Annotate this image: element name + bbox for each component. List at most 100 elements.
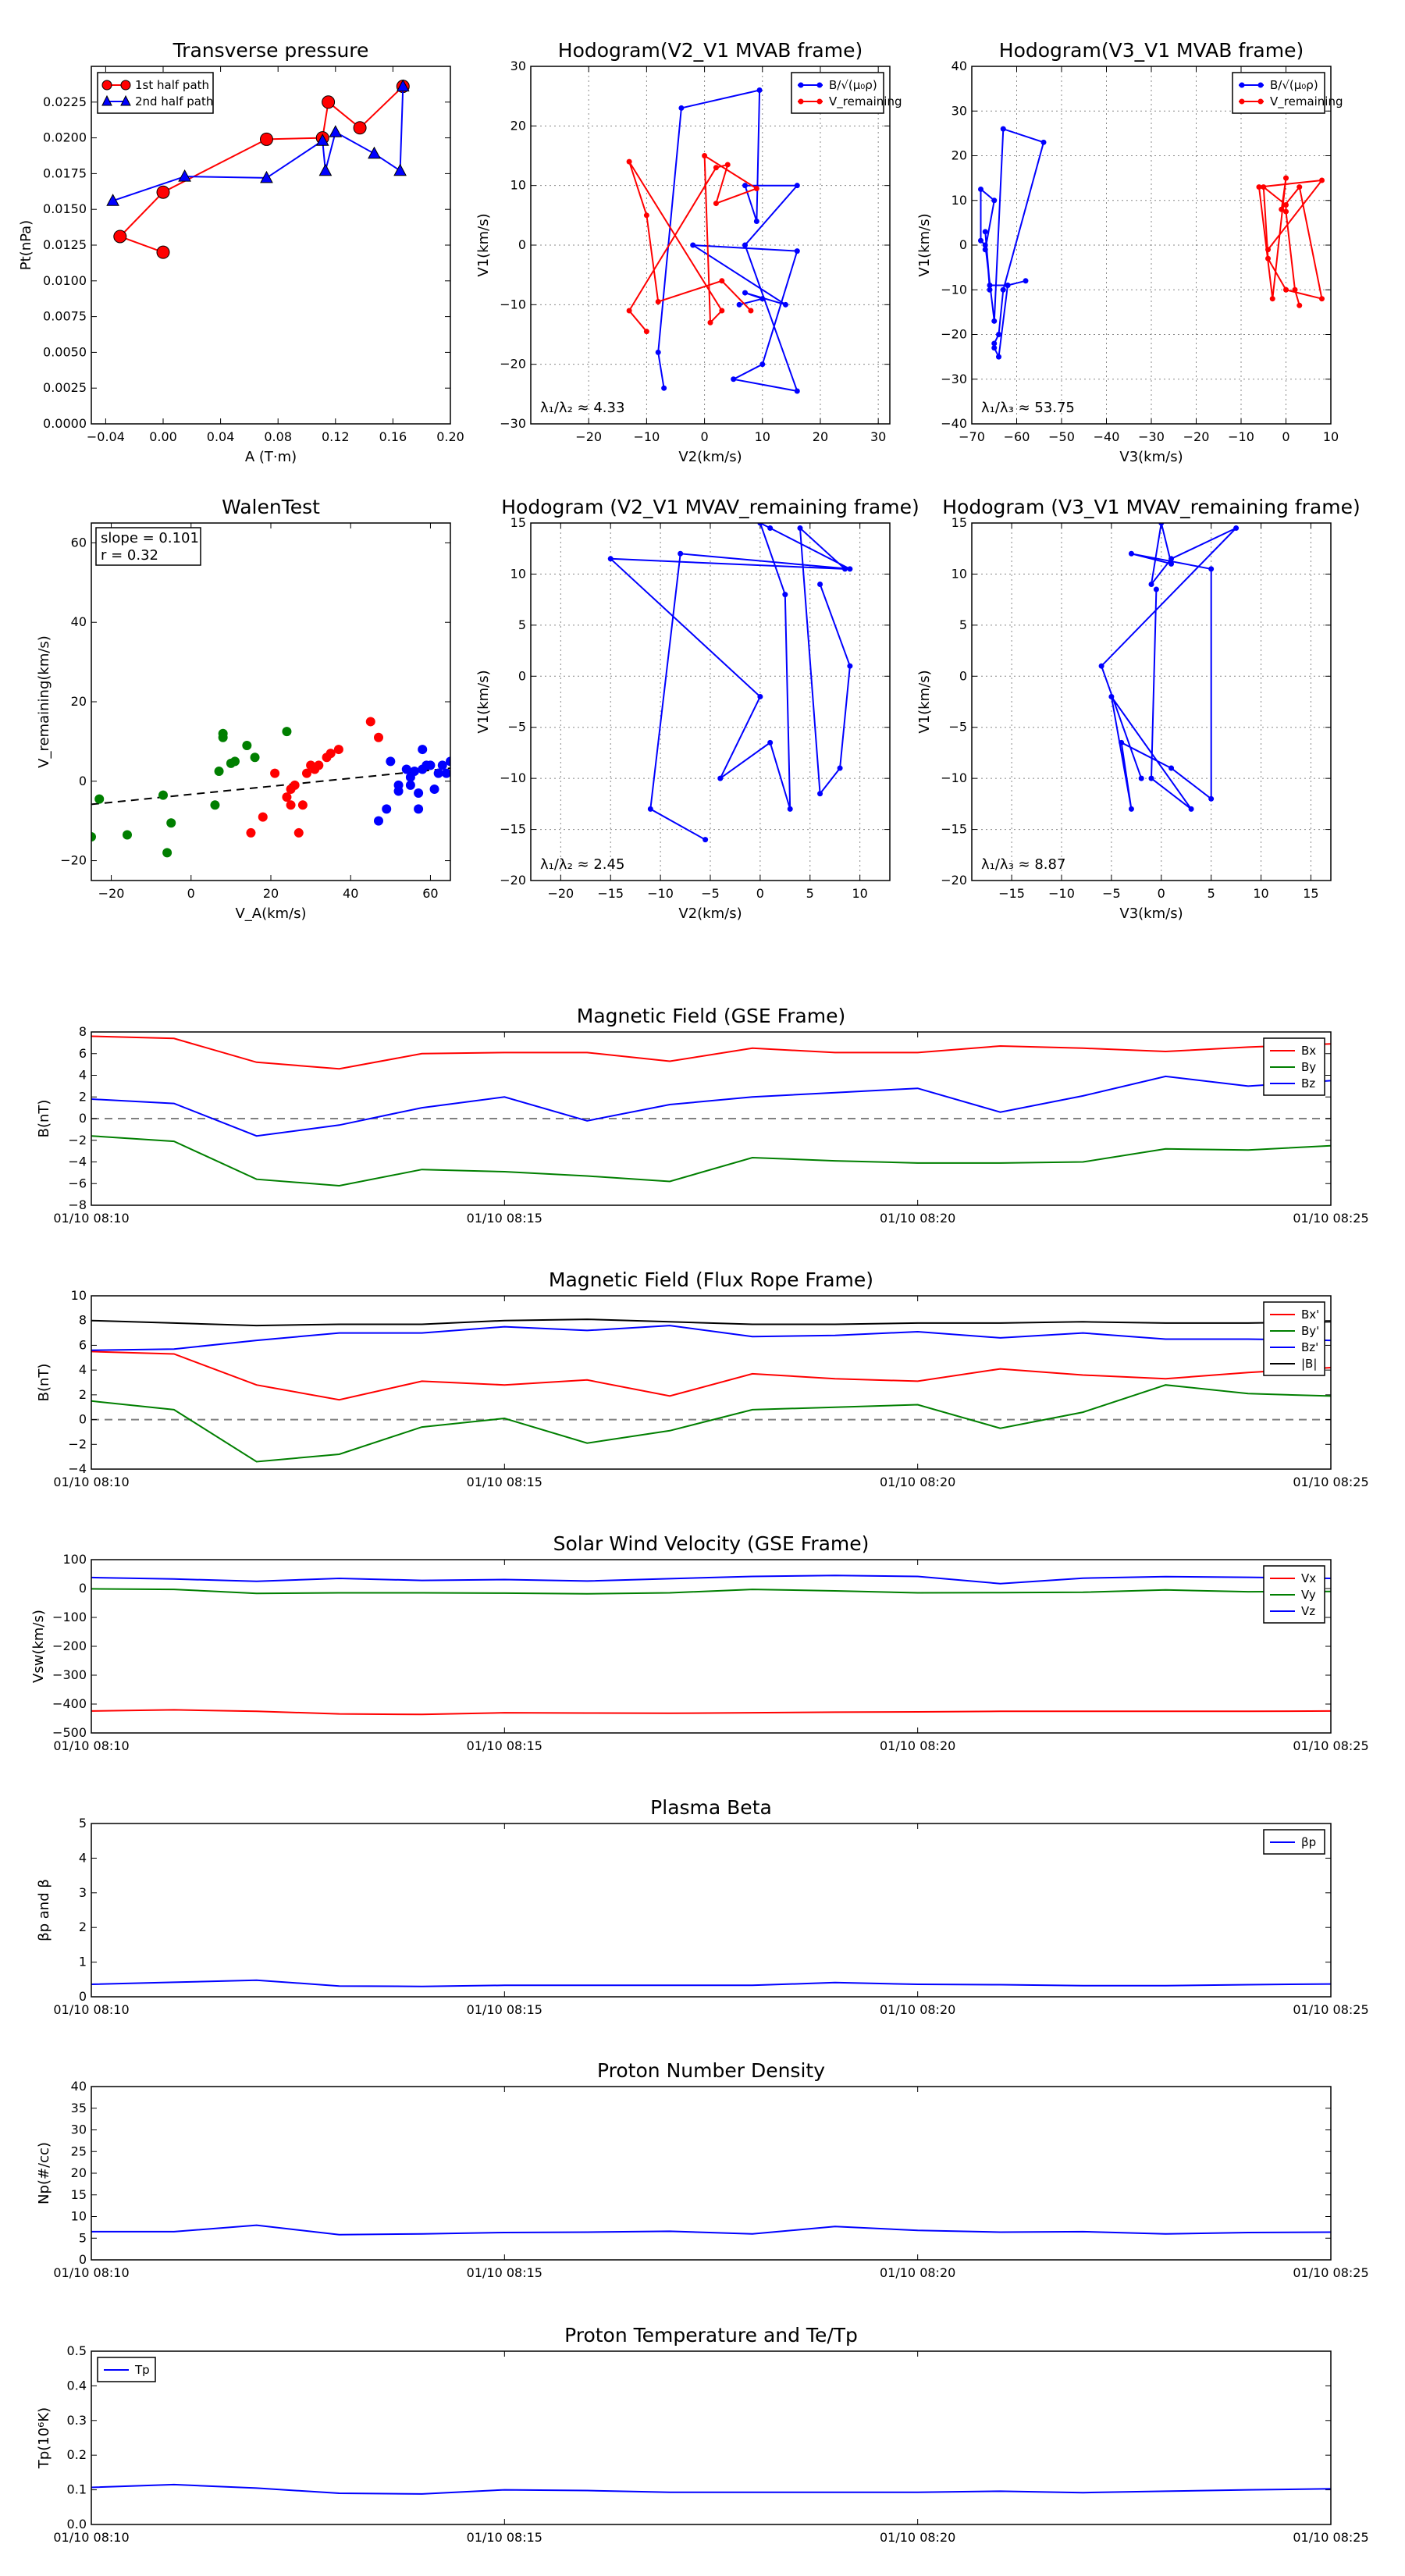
y-axis-label: βp and β xyxy=(36,1879,52,1941)
data-point xyxy=(987,286,993,293)
y-axis-label: V_remaining(km/s) xyxy=(36,635,52,768)
data-point xyxy=(719,278,725,284)
data-point xyxy=(991,345,998,351)
data-point xyxy=(393,786,404,796)
data-point xyxy=(374,732,383,742)
legend-marker xyxy=(1239,98,1245,105)
data-point xyxy=(322,95,336,109)
data-point xyxy=(302,768,311,778)
data-point xyxy=(1138,775,1144,781)
data-point xyxy=(794,388,800,394)
data-point xyxy=(982,229,988,235)
x-tick-label: −5 xyxy=(1102,886,1121,901)
y-tick-label: −10 xyxy=(941,282,967,297)
data-point xyxy=(626,308,632,314)
data-point xyxy=(210,800,220,810)
x-axis-label: V2(km/s) xyxy=(678,449,742,465)
legend-label: Vz xyxy=(1301,1604,1315,1618)
chart-title: Transverse pressure xyxy=(173,39,369,62)
data-point xyxy=(702,153,708,158)
legend-label: |B| xyxy=(1301,1357,1317,1371)
data-point xyxy=(1128,550,1134,557)
x-tick-label: 01/10 08:25 xyxy=(1293,2265,1368,2280)
x-tick-label: 01/10 08:10 xyxy=(53,1475,129,1489)
data-point xyxy=(1158,523,1165,526)
y-tick-label: 15 xyxy=(71,2187,87,2202)
x-tick-label: 20 xyxy=(263,886,279,901)
chart-title: Solar Wind Velocity (GSE Frame) xyxy=(553,1532,870,1555)
data-point xyxy=(1208,795,1215,802)
plot-area xyxy=(607,523,853,843)
data-point xyxy=(441,768,450,778)
plot-area xyxy=(978,126,1325,360)
series-line xyxy=(1100,523,1237,810)
x-tick-label: 01/10 08:20 xyxy=(880,2265,955,2280)
axis-ticks: 01/10 08:10 01/10 08:15 01/10 08:20 01/10 0… xyxy=(53,1024,1368,1226)
data-point xyxy=(1283,208,1289,215)
data-point xyxy=(242,740,252,750)
series-0 xyxy=(91,727,292,858)
series-line xyxy=(91,1384,1331,1463)
series-line xyxy=(91,2483,1331,2495)
data-point xyxy=(782,592,788,598)
y-tick-label: 10 xyxy=(510,178,526,193)
series-1 xyxy=(246,717,383,838)
x-tick-label: 30 xyxy=(870,429,886,444)
data-point xyxy=(978,186,984,192)
series-0 xyxy=(607,523,853,843)
legend: B/√(μ₀ρ) V_remaining xyxy=(1232,72,1343,114)
chart-title: Proton Number Density xyxy=(597,2059,825,2082)
data-point xyxy=(647,806,653,812)
data-point xyxy=(1188,806,1194,812)
plot-area xyxy=(91,2224,1331,2236)
x-tick-label: 40 xyxy=(343,886,358,901)
y-tick-label: 0 xyxy=(79,1581,87,1596)
y-tick-label: −15 xyxy=(500,822,526,837)
data-point xyxy=(1292,286,1298,293)
legend: Tp xyxy=(97,2357,156,2382)
x-tick-label: −50 xyxy=(1048,429,1075,444)
data-point xyxy=(270,768,280,778)
data-point xyxy=(250,753,260,763)
chart-title: Hodogram (V3_V1 MVAV_remaining frame) xyxy=(942,496,1361,518)
data-point xyxy=(230,756,240,767)
data-point xyxy=(742,242,749,248)
data-point xyxy=(1168,556,1175,562)
data-point xyxy=(717,775,724,781)
legend-marker xyxy=(816,98,823,105)
chart-title: Plasma Beta xyxy=(650,1796,772,1819)
data-point xyxy=(847,566,853,572)
y-axis-label: V1(km/s) xyxy=(916,213,933,276)
axes-frame xyxy=(91,2086,1332,2261)
legend: Bx' By' Bz' |B| xyxy=(1263,1301,1325,1376)
data-point xyxy=(742,290,749,296)
axis-ticks: −20 −15 −10 −5 0 5 10 −20 −15 −10 −5 0 5 10 15 xyxy=(500,515,890,901)
plot-area xyxy=(91,1318,1331,1463)
x-tick-label: −15 xyxy=(998,886,1025,901)
data-point xyxy=(626,158,632,165)
data-point xyxy=(842,566,848,572)
y-tick-label: −100 xyxy=(52,1610,87,1624)
data-point xyxy=(1000,286,1006,293)
series-b- xyxy=(978,126,1047,360)
series-line xyxy=(1257,177,1324,306)
axis-ticks: 01/10 08:10 01/10 08:15 01/10 08:20 01/10 0… xyxy=(52,1552,1369,1753)
y-tick-label: 0.0200 xyxy=(43,130,87,145)
plot-area xyxy=(1098,523,1240,812)
x-tick-label: 01/10 08:25 xyxy=(1293,2002,1368,2017)
x-tick-label: 10 xyxy=(1323,429,1339,444)
x-tick-label: 10 xyxy=(1253,886,1268,901)
data-point xyxy=(643,329,649,335)
y-axis-label: V1(km/s) xyxy=(916,670,933,733)
y-tick-label: 5 xyxy=(959,617,967,632)
x-tick-label: −70 xyxy=(959,429,985,444)
x-tick-label: 01/10 08:15 xyxy=(467,1211,542,1226)
x-tick-label: −15 xyxy=(597,886,624,901)
data-point xyxy=(1168,560,1175,567)
data-point xyxy=(1128,806,1134,812)
data-point xyxy=(782,301,788,308)
y-tick-label: −30 xyxy=(941,372,967,386)
y-tick-label: −20 xyxy=(941,327,967,342)
x-tick-label: 01/10 08:20 xyxy=(880,1738,955,1753)
legend-label: 2nd half path xyxy=(135,94,213,109)
